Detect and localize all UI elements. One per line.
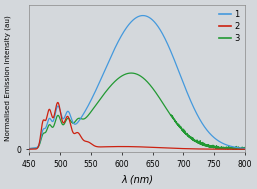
Legend: 1, 2, 3: 1, 2, 3 <box>218 9 241 43</box>
Y-axis label: Normalised Emission Intensity (au): Normalised Emission Intensity (au) <box>5 15 11 141</box>
X-axis label: λ (nm): λ (nm) <box>121 174 153 184</box>
